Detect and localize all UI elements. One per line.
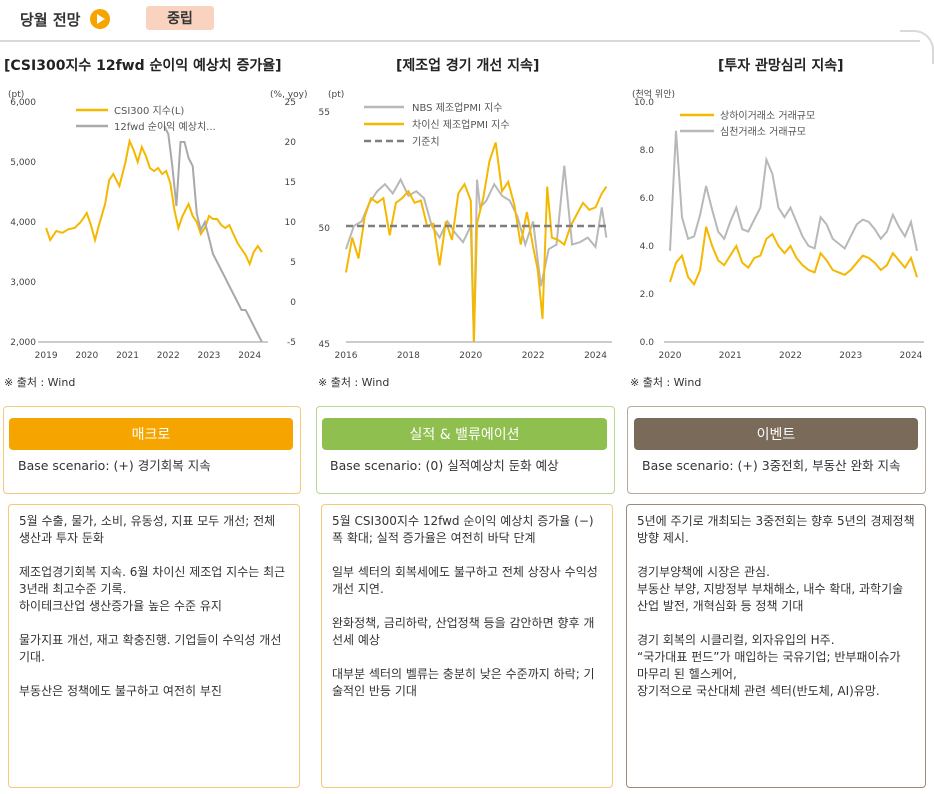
event-scenario: Base scenario: (+) 3중전회, 부동산 완화 지속 (642, 458, 901, 473)
chart2-series-nbs (345, 165, 608, 343)
page-title-text: 당월 전망 (20, 10, 81, 29)
chart1-series-csi300 (45, 137, 263, 267)
chart3-left-tick: 8.0 (640, 146, 655, 156)
chart1-left-tick: 3,000 (10, 278, 36, 288)
event-panel (627, 406, 926, 494)
chart2-legend-2: 차이신 제조업PMI 지수 (412, 118, 510, 131)
macro-panel (3, 406, 301, 494)
chart3-x-tick: 2020 (659, 351, 682, 361)
chart1-left-tick: 2,000 (10, 338, 36, 348)
chart3-left-tick: 0.0 (640, 338, 655, 348)
macro-point-4: 부동산은 정책에도 불구하고 여전히 부진 (19, 684, 222, 698)
chart2-x-tick: 2022 (522, 351, 545, 361)
chart3-x-tick: 2023 (839, 351, 862, 361)
chart2-left-unit: (pt) (328, 90, 344, 100)
earnings-panel-header: 실적 & 밸류에이션 (322, 418, 607, 450)
chart3-series-shanghai (669, 226, 918, 287)
chart2-source: ※ 출처 : Wind (318, 376, 390, 389)
chart1-x-tick: 2023 (198, 351, 221, 361)
chart1-legend-2: 12fwd 순이익 예상치... (114, 121, 216, 133)
earnings-point-3: 완화정책, 금리하락, 산업정책 등을 감안하면 향후 개선세 예상 (332, 616, 595, 647)
chart2-legend-3: 기준치 (412, 136, 440, 148)
chart1-x-tick: 2019 (35, 351, 58, 361)
chart2-x-tick: 2016 (335, 351, 358, 361)
chart3-title: [투자 관망심리 지속] (718, 58, 844, 74)
page-title: 당월 전망 (0, 4, 120, 34)
chart2-series-caixin (345, 142, 608, 343)
macro-scenario: Base scenario: (+) 경기회복 지속 (18, 458, 211, 473)
chart1-source: ※ 출처 : Wind (4, 376, 76, 389)
chart1-series-earnings (163, 125, 263, 343)
chart2-svg: (pt) 55 50 45 2016 2018 2020 2022 2024 NBS 제조업P… (319, 90, 612, 361)
macro-body: 5월 수출, 물가, 소비, 유동성, 지표 모두 개선; 전체 생산과 투자 … (8, 504, 300, 788)
chart3-source: ※ 출처 : Wind (630, 376, 702, 389)
chart3-x-tick: 2022 (779, 351, 802, 361)
outlook-badge: 중립 (146, 6, 214, 30)
chart1-right-tick: 5 (290, 258, 296, 268)
chart1-x-tick: 2021 (116, 351, 139, 361)
chart1-right-tick: 10 (285, 218, 297, 228)
chart2-x-tick: 2020 (459, 351, 482, 361)
macro-point-2: 제조업경기회복 지속. 6월 차이신 제조업 지수는 최근 3년래 최고수준 기… (19, 565, 286, 613)
header-divider-curve (900, 30, 934, 64)
earnings-point-1: 5월 CSI300지수 12fwd 순이익 예상치 증가율 (−) 폭 확대; … (332, 514, 594, 545)
chart3-left-unit: (천억 위안) (632, 88, 675, 100)
earnings-scenario: Base scenario: (0) 실적예상치 둔화 예상 (330, 458, 559, 473)
chart1-x-tick: 2024 (238, 351, 261, 361)
chart3-legend-2: 심천거래소 거래규모 (720, 126, 806, 138)
event-point-1: 5년에 주기로 개최되는 3중전회는 향후 5년의 경제정책 방향 제시. (637, 514, 915, 545)
chart1-svg: (pt) (%, yoy) 6,000 5,000 4,000 3,000 2,000 2… (8, 90, 307, 361)
chart3-left-tick: 4.0 (640, 242, 655, 252)
chart3-x-tick: 2021 (719, 351, 742, 361)
chart1-right-tick: 25 (285, 98, 296, 108)
macro-panel-header: 매크로 (9, 418, 293, 450)
event-point-2: 경기부양책에 시장은 관심. 부동산 부양, 지방정부 부채해소, 내수 확대,… (637, 565, 904, 613)
chart1-right-tick: 15 (285, 178, 296, 188)
chart1-right-tick: 0 (290, 298, 296, 308)
chart1-left-unit: (pt) (8, 90, 24, 100)
event-panel-header: 이벤트 (634, 418, 918, 450)
chart1-right-unit: (%, yoy) (270, 90, 307, 100)
chart3-x-tick: 2024 (900, 351, 923, 361)
earnings-body: 5월 CSI300지수 12fwd 순이익 예상치 증가율 (−) 폭 확대; … (321, 504, 613, 788)
earnings-panel (316, 406, 615, 494)
chart3-left-tick: 6.0 (640, 194, 655, 204)
chart1-right-tick: -5 (287, 338, 296, 348)
macro-point-1: 5월 수출, 물가, 소비, 유동성, 지표 모두 개선; 전체 생산과 투자 … (19, 514, 276, 545)
chart2-left-tick: 45 (319, 340, 330, 350)
macro-point-3: 물가지표 개선, 재고 확충진행. 기업들이 수익성 개선 기대. (19, 633, 282, 664)
header-divider (0, 40, 920, 42)
chart1-left-tick: 5,000 (10, 158, 36, 168)
chart2-x-tick: 2024 (584, 351, 607, 361)
earnings-point-4: 대부분 섹터의 벨류는 충분히 낮은 수준까지 하락; 기술적인 반등 기대 (332, 667, 595, 698)
chart3-svg: (천억 위안) 10.0 8.0 6.0 4.0 2.0 0.0 2020 2021 2022 2… (632, 88, 924, 361)
chart1-left-tick: 4,000 (10, 218, 36, 228)
chart3-left-tick: 2.0 (640, 290, 655, 300)
chart2-x-tick: 2018 (397, 351, 420, 361)
play-icon[interactable] (90, 9, 111, 29)
event-point-3: 경기 회복의 시클리컬, 외자유입의 H주. “국가대표 펀드”가 매입하는 국… (637, 633, 901, 698)
chart3-legend-1: 상하이거래소 거래규모 (720, 109, 815, 122)
chart3-series-shenzhen (669, 130, 918, 252)
chart1-legend-1: CSI300 지수(L) (114, 105, 184, 117)
chart1-x-tick: 2022 (157, 351, 180, 361)
chart2-left-tick: 50 (319, 224, 331, 234)
chart1-right-tick: 20 (285, 138, 297, 148)
chart1-left-tick: 6,000 (10, 98, 36, 108)
chart2-left-tick: 55 (319, 108, 330, 118)
chart2-legend-1: NBS 제조업PMI 지수 (412, 101, 502, 114)
chart2-title: [제조업 경기 개선 지속] (396, 58, 540, 74)
chart1-title: [CSI300지수 12fwd 순이익 예상치 증가율] (4, 58, 282, 74)
chart1-x-tick: 2020 (75, 351, 98, 361)
header-bar: 당월 전망 중립 (0, 0, 934, 40)
event-body: 5년에 주기로 개최되는 3중전회는 향후 5년의 경제정책 방향 제시. 경기… (626, 504, 926, 788)
earnings-point-2: 일부 섹터의 회복세에도 불구하고 전체 상장사 수익성 개선 지연. (332, 565, 598, 596)
chart3-left-tick: 10.0 (634, 98, 654, 108)
